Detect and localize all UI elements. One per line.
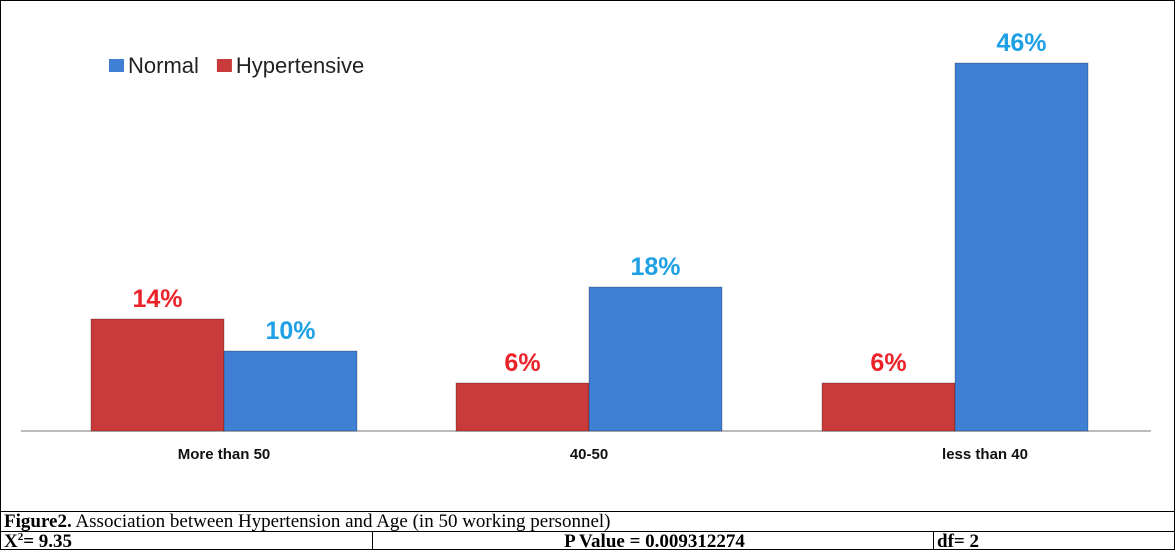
df: df= 2 <box>937 531 979 552</box>
stats-row: X2= 9.35 P Value = 0.009312274 df= 2 <box>1 531 1174 552</box>
value-label: 18% <box>630 253 680 281</box>
bar <box>954 62 1089 432</box>
p-value: P Value = 0.009312274 <box>373 532 934 551</box>
value-label: 14% <box>132 285 182 313</box>
x-tick-label: More than 50 <box>178 446 271 463</box>
value-label: 6% <box>504 349 540 377</box>
chart: Normal Hypertensive More than 50 14% 10% 40-5… <box>21 29 1151 463</box>
chi-symbol: X <box>4 531 18 552</box>
caption-text: Association between Hypertension and Age… <box>71 511 611 532</box>
x-tick-label: 40-50 <box>570 446 608 463</box>
value-label: 10% <box>265 317 315 345</box>
x-tick-label: less than 40 <box>942 446 1028 463</box>
value-label: 6% <box>870 349 906 377</box>
legend-swatch <box>109 59 124 72</box>
bar <box>821 382 956 432</box>
chi-value: = 9.35 <box>23 531 73 552</box>
bar <box>223 350 358 432</box>
bar <box>90 318 225 432</box>
chi-square-cell: X2= 9.35 <box>1 531 373 552</box>
bar <box>588 286 723 432</box>
legend-swatch <box>216 59 232 72</box>
value-label: 46% <box>996 29 1046 57</box>
caption: Figure2. Association between Hypertensio… <box>1 511 1174 532</box>
chi-superscript: 2 <box>17 531 24 543</box>
legend-label: Normal <box>128 53 199 78</box>
bar <box>455 382 590 432</box>
caption-label: Figure2. <box>4 511 72 532</box>
legend-label: Hypertensive <box>236 53 364 78</box>
